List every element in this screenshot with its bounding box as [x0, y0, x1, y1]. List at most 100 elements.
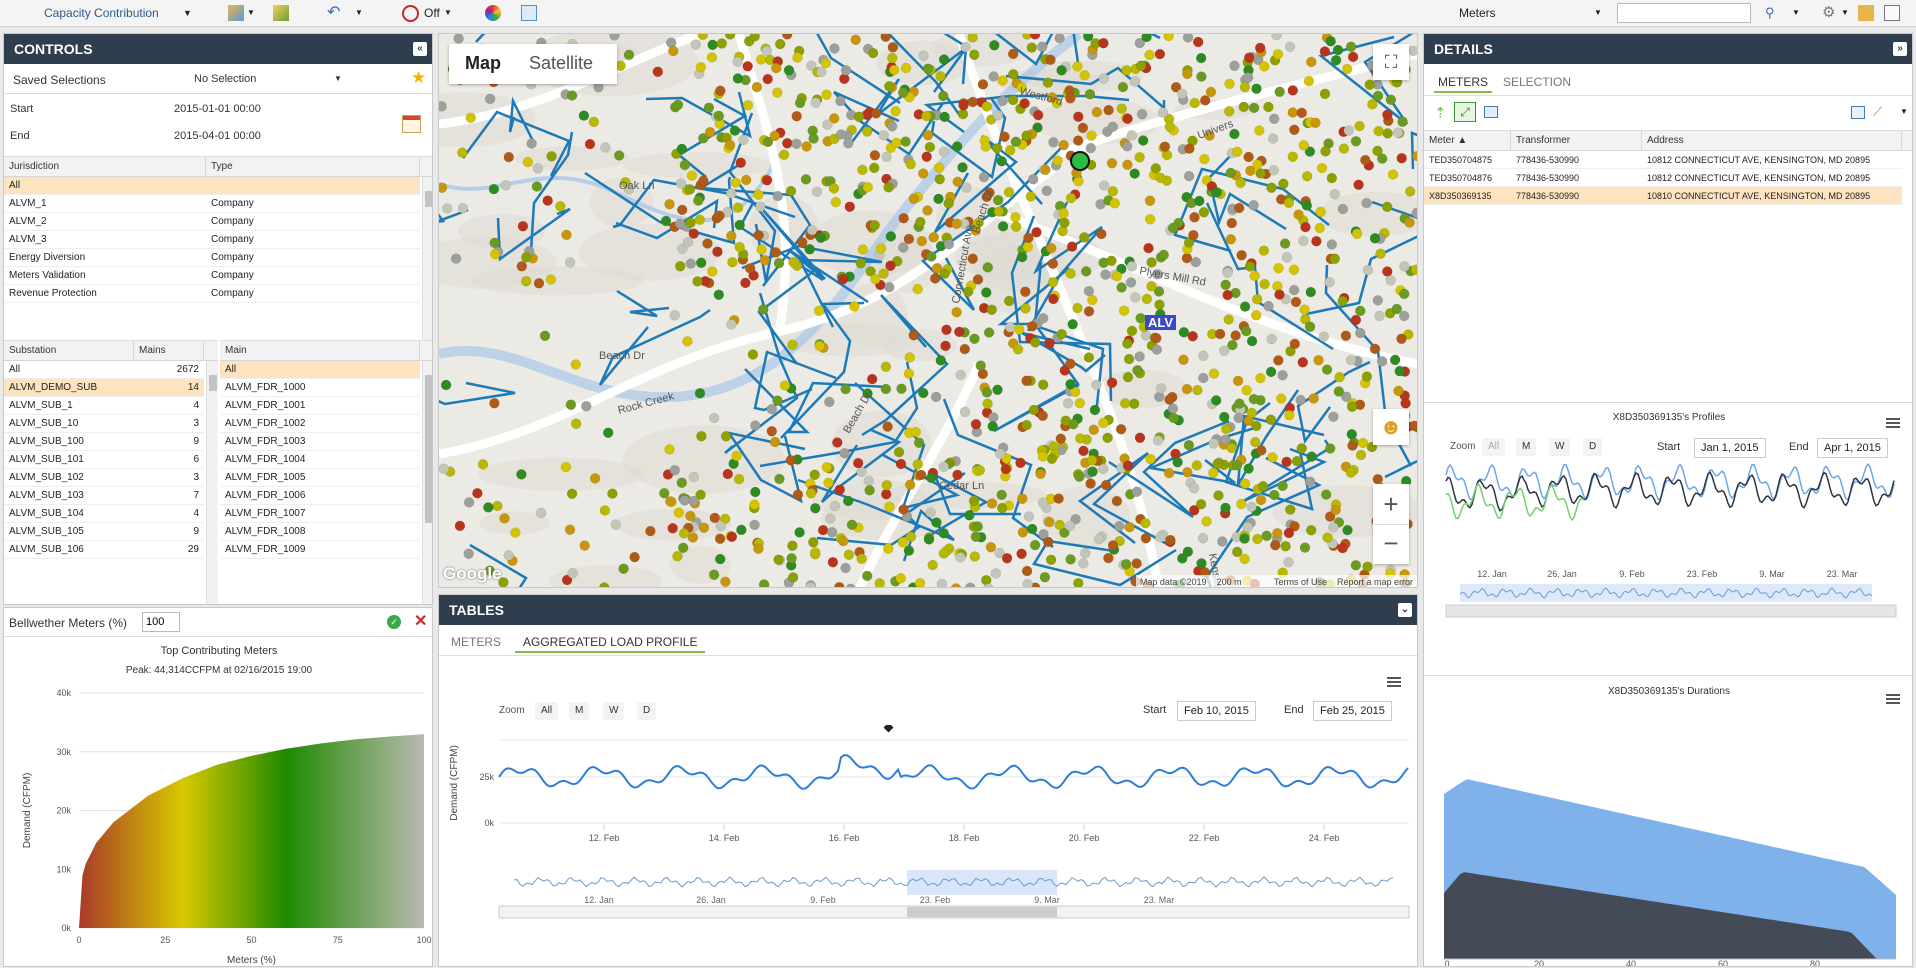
zoom-day-button[interactable]: D — [637, 702, 657, 720]
durations-menu-icon[interactable] — [1886, 694, 1900, 704]
end-value[interactable]: 2015-04-01 00:00 — [174, 130, 261, 142]
address-header[interactable]: Address — [1642, 131, 1902, 151]
map-panel[interactable]: Beach Dr Beach Dr Beach Dr Rock Creek Univer… — [438, 33, 1418, 588]
main-header[interactable]: Main — [220, 341, 420, 361]
chevron-down-icon[interactable]: ▼ — [183, 8, 192, 18]
bellwether-input[interactable] — [142, 612, 180, 632]
table-row[interactable]: ALVM_SUB_103 7 — [4, 487, 204, 505]
saved-selections-value[interactable]: No Selection — [194, 73, 257, 85]
report-icon[interactable] — [273, 5, 289, 21]
table-row[interactable]: ALVM_SUB_104 4 — [4, 505, 204, 523]
profiles-zoom-all[interactable]: All — [1482, 438, 1506, 456]
table-row[interactable]: X8D350369135 778436-530990 10810 CONNECTIC… — [1424, 187, 1902, 205]
table-row[interactable]: ALVM_FDR_1001 — [220, 397, 420, 415]
calendar-icon[interactable] — [402, 115, 421, 133]
tab-details-meters[interactable]: METERS — [1434, 71, 1493, 93]
chevron-down-icon[interactable]: ▼ — [1900, 107, 1908, 116]
transformer-header[interactable]: Transformer — [1511, 131, 1642, 151]
table-row[interactable]: ALVM_SUB_100 9 — [4, 433, 204, 451]
profiles-chart[interactable]: 12. Jan 26. Jan 9. Feb 23. Feb 9. Mar 23. Mar — [1424, 462, 1913, 697]
folder-icon[interactable] — [1858, 5, 1874, 21]
chart-icon[interactable] — [228, 5, 244, 21]
zoom-in-button[interactable]: + — [1383, 489, 1399, 519]
collapse-down-icon[interactable]: ⌄ — [1398, 603, 1412, 617]
tab-aggregated-load-profile[interactable]: AGGREGATED LOAD PROFILE — [515, 631, 706, 653]
chart-menu-icon[interactable] — [1387, 677, 1401, 687]
table-row[interactable]: ALVM_SUB_106 29 — [4, 541, 204, 559]
map-scale[interactable]: 200 m — [1216, 577, 1242, 587]
chart-type-icon[interactable]: ⟋ — [1873, 104, 1883, 119]
table-row[interactable]: ALVM_FDR_1002 — [220, 415, 420, 433]
table-row[interactable]: ALVM_SUB_105 9 — [4, 523, 204, 541]
profiles-zoom-month[interactable]: M — [1516, 438, 1537, 456]
table-row[interactable]: ALVM_FDR_1009 — [220, 541, 420, 559]
table-row[interactable]: All — [4, 177, 420, 195]
table-row[interactable]: ALVM_SUB_10 3 — [4, 415, 204, 433]
export-table-icon[interactable] — [1484, 106, 1498, 118]
collapse-right-icon[interactable]: » — [1893, 42, 1907, 56]
star-icon[interactable]: ★ — [411, 68, 427, 87]
meter-header[interactable]: Meter ▲ — [1424, 131, 1511, 151]
table-row[interactable]: ALVM_FDR_1005 — [220, 469, 420, 487]
terms-link[interactable]: Terms of Use — [1273, 577, 1327, 587]
close-icon[interactable]: ✕ — [414, 613, 428, 630]
zoom-all-button[interactable]: All — [535, 702, 559, 720]
table-row[interactable]: ALVM_SUB_102 3 — [4, 469, 204, 487]
table-row[interactable]: ALVM_2 Company — [4, 213, 420, 231]
table-row[interactable]: TED350704876 778436-530990 10812 CONNECTIC… — [1424, 169, 1902, 187]
table-row[interactable]: ALVM_1 Company — [4, 195, 420, 213]
table-row[interactable]: TED350704875 778436-530990 10812 CONNECTIC… — [1424, 151, 1902, 169]
zoom-week-button[interactable]: W — [603, 702, 625, 720]
export-icon[interactable] — [521, 5, 537, 21]
table-row[interactable]: ALVM_FDR_1006 — [220, 487, 420, 505]
search-input[interactable] — [1617, 3, 1751, 23]
chevron-down-icon[interactable]: ▼ — [444, 8, 452, 17]
export-window-icon[interactable] — [1884, 5, 1900, 21]
table-row[interactable]: ALVM_SUB_1 4 — [4, 397, 204, 415]
substation-scrollbar[interactable] — [206, 361, 218, 604]
start-value[interactable]: 2015-01-01 00:00 — [174, 103, 261, 115]
table-row[interactable]: ALVM_FDR_1004 — [220, 451, 420, 469]
end-date-input[interactable]: Feb 25, 2015 — [1313, 701, 1392, 721]
chevron-down-icon[interactable]: ▼ — [1792, 8, 1800, 17]
filter-state[interactable]: Off — [424, 6, 440, 20]
tab-satellite[interactable]: Satellite — [529, 53, 594, 73]
chevron-down-icon[interactable]: ▼ — [247, 8, 255, 17]
jurisdiction-scrollbar[interactable] — [422, 177, 432, 368]
main-scrollbar[interactable] — [422, 361, 432, 604]
chevron-down-icon[interactable]: ▼ — [1594, 8, 1602, 17]
check-icon[interactable]: ✓ — [387, 615, 401, 629]
table-row[interactable]: ALVM_3 Company — [4, 231, 420, 249]
zoom-out-button[interactable]: − — [1373, 524, 1409, 564]
mains-header[interactable]: Mains — [134, 341, 204, 361]
tab-meters[interactable]: METERS — [451, 635, 502, 649]
table-row[interactable]: Meters Validation Company — [4, 267, 420, 285]
chevron-down-icon[interactable]: ▼ — [334, 74, 342, 83]
substation-header[interactable]: Substation — [4, 341, 134, 361]
report-error-link[interactable]: Report a map error — [1336, 577, 1413, 587]
table-row[interactable]: All — [220, 361, 420, 379]
pin-icon[interactable]: ⇡ — [1434, 105, 1447, 122]
aggregated-load-chart[interactable]: 25k 0k Demand (CFPM) 12. Feb 14. Feb 16. Feb 1… — [439, 725, 1418, 967]
table-row[interactable]: ALVM_FDR_1000 — [220, 379, 420, 397]
collapse-left-icon[interactable]: « — [413, 42, 427, 56]
table-row[interactable]: Energy Diversion Company — [4, 249, 420, 267]
table-row[interactable]: All 2672 — [4, 361, 204, 379]
gear-icon[interactable]: ⚙ — [1822, 4, 1836, 21]
table-row[interactable]: ALVM_SUB_101 6 — [4, 451, 204, 469]
expand-icon[interactable]: ⤢ — [1454, 102, 1476, 122]
map-label[interactable]: ALV — [1145, 315, 1177, 330]
table-row[interactable]: ALVM_FDR_1008 — [220, 523, 420, 541]
search-icon[interactable]: ⚲ — [1765, 5, 1775, 20]
profiles-menu-icon[interactable] — [1886, 418, 1900, 428]
chevron-down-icon[interactable]: ▼ — [1841, 8, 1849, 17]
fullscreen-icon[interactable]: ⛶ — [1373, 44, 1409, 80]
table-row[interactable]: Revenue Protection Company — [4, 285, 420, 303]
color-wheel-icon[interactable] — [485, 5, 501, 21]
tab-details-selection[interactable]: SELECTION — [1503, 75, 1572, 89]
type-header[interactable]: Type — [206, 157, 420, 177]
profiles-start-input[interactable]: Jan 1, 2015 — [1694, 438, 1766, 458]
chevron-down-icon[interactable]: ▼ — [355, 8, 363, 17]
profiles-zoom-day[interactable]: D — [1583, 438, 1603, 456]
